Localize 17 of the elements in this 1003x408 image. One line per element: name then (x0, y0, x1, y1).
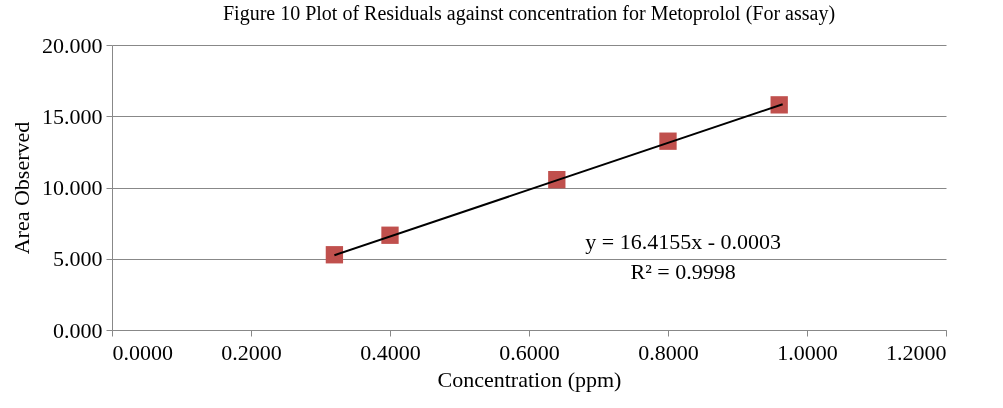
y-tick-label: 20.000 (42, 32, 103, 58)
x-tick-label: 0.6000 (499, 339, 560, 365)
x-tick-label: 0.4000 (360, 339, 421, 365)
y-axis-title: Area Observed (9, 121, 34, 255)
x-axis-title: Concentration (ppm) (437, 366, 622, 392)
y-tick-label: 5.000 (53, 246, 103, 272)
annotation: R² = 0.9998 (630, 258, 736, 284)
x-tick-label: 0.0000 (112, 339, 173, 365)
y-tick-label: 0.000 (53, 317, 103, 343)
y-tick-label: 15.000 (42, 103, 103, 129)
chart-title: Figure 10 Plot of Residuals against concentration for Metoprolol (For assay) (222, 2, 836, 25)
annotation: y = 16.4155x - 0.0003 (585, 228, 781, 254)
x-tick-label: 0.8000 (638, 339, 699, 365)
x-tick-label: 0.2000 (221, 339, 282, 365)
y-tick-label: 10.000 (42, 175, 103, 200)
x-tick-label: 1.0000 (777, 339, 838, 365)
x-tick-label: 1.2000 (886, 339, 947, 365)
